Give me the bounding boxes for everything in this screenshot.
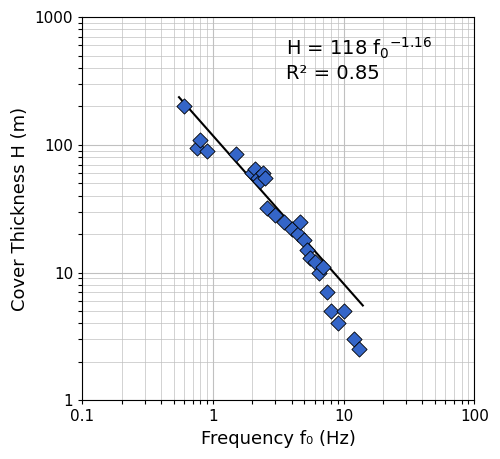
Point: [324, 289, 332, 296]
Point: [248, 169, 256, 177]
Point: [263, 204, 271, 212]
X-axis label: Frequency f₀ (Hz): Frequency f₀ (Hz): [201, 430, 356, 448]
Point: [261, 174, 269, 182]
Point: [294, 230, 302, 238]
Point: [196, 136, 204, 143]
Point: [310, 259, 318, 266]
Point: [302, 246, 310, 254]
Point: [192, 144, 200, 151]
Point: [280, 218, 288, 225]
Point: [350, 336, 358, 343]
Point: [258, 169, 266, 177]
Point: [180, 103, 188, 110]
Point: [354, 346, 362, 353]
Y-axis label: Cover Thickness H (m): Cover Thickness H (m): [11, 106, 29, 311]
Point: [272, 212, 280, 219]
Point: [340, 308, 347, 315]
Text: H = 118 f$_0$$^{-1.16}$
R² = 0.85: H = 118 f$_0$$^{-1.16}$ R² = 0.85: [286, 36, 432, 84]
Point: [296, 218, 304, 225]
Point: [327, 308, 335, 315]
Point: [203, 147, 211, 154]
Point: [300, 236, 308, 244]
Point: [232, 150, 240, 157]
Point: [320, 263, 328, 271]
Point: [306, 254, 314, 262]
Point: [256, 178, 264, 185]
Point: [288, 225, 296, 233]
Point: [334, 320, 342, 327]
Point: [315, 269, 323, 276]
Point: [251, 165, 259, 173]
Point: [254, 174, 262, 182]
